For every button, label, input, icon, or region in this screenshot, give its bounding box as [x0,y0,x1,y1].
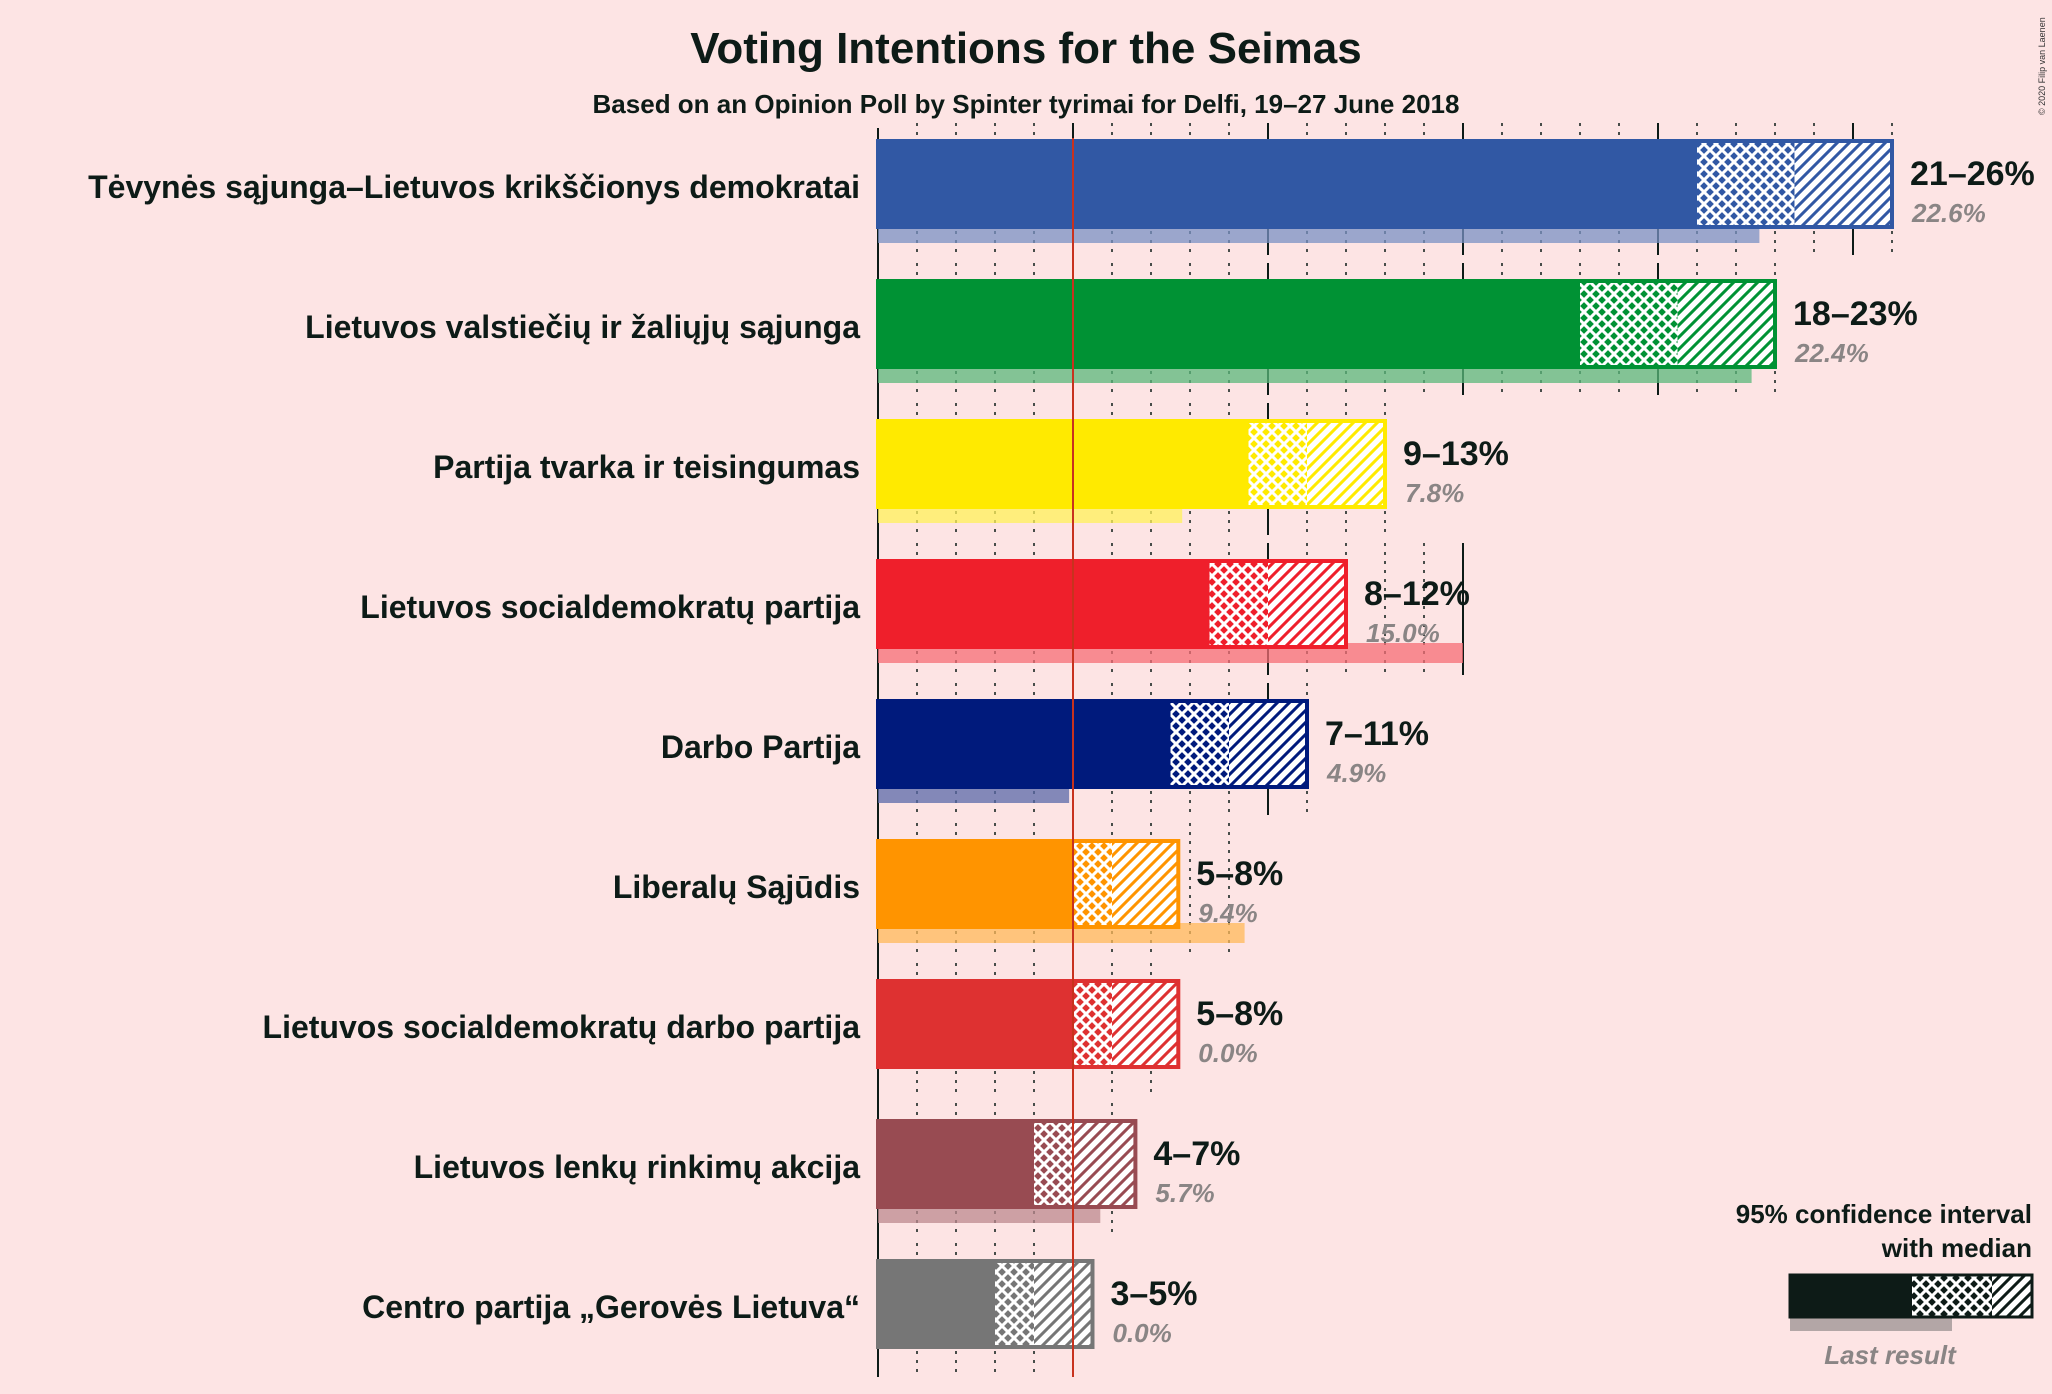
party-name: Partija tvarka ir teisingumas [433,449,860,485]
ci-upper-hatch [1229,701,1307,787]
ci-outline [876,699,1309,789]
last-result-label: 22.4% [1794,338,1869,368]
ci-upper-hatch [1794,141,1892,227]
plot-area: Tėvynės sąjunga–Lietuvos krikščionys dem… [88,123,2035,1377]
range-label: 8–12% [1364,575,1470,613]
ci-upper-hatch [1268,561,1346,647]
legend-hatch-swatch [1992,1275,2032,1317]
legend-crosshatch-swatch [1912,1275,1992,1317]
range-label: 18–23% [1793,295,1918,333]
ci-median-crosshatch [1034,1121,1073,1207]
range-label: 3–5% [1111,1275,1198,1313]
ci-median-crosshatch [995,1261,1034,1347]
last-result-label: 0.0% [1198,1038,1257,1068]
party-row: Lietuvos lenkų rinkimų akcija 4–7% 5.7% [414,1103,1240,1235]
ci-outline [876,1119,1138,1209]
party-row: Liberalų Sąjūdis 5–8% 9.4% [613,823,1283,955]
ci-median-crosshatch [1073,981,1112,1067]
party-row: Tėvynės sąjunga–Lietuvos krikščionys dem… [88,123,2035,255]
party-row: Partija tvarka ir teisingumas 9–13% 7.8% [433,403,1509,535]
party-name: Lietuvos socialdemokratų partija [360,589,860,625]
party-row: Darbo Partija 7–11% 4.9% [661,683,1429,815]
last-result-label: 9.4% [1198,898,1257,928]
last-result-label: 5.7% [1155,1178,1214,1208]
range-label: 5–8% [1196,855,1283,893]
party-name: Centro partija „Gerovės Lietuva“ [362,1289,860,1325]
party-name: Liberalų Sąjūdis [613,869,860,905]
party-row: Centro partija „Gerovės Lietuva“ 3–5% 0.0% [362,1243,1197,1375]
ci-solid-bar [878,1121,1034,1207]
ci-outline [876,559,1348,649]
party-row: Lietuvos valstiečių ir žaliųjų sąjunga 18… [305,263,1918,395]
last-result-label: 7.8% [1405,478,1464,508]
ci-median-crosshatch [1073,841,1112,927]
ci-solid-bar [878,981,1073,1067]
legend-solid-swatch [1790,1275,1912,1317]
ci-solid-bar [878,281,1580,367]
legend-title-line1: 95% confidence interval [1736,1199,2032,1229]
chart-subtitle: Based on an Opinion Poll by Spinter tyri… [593,89,1460,119]
range-label: 21–26% [1910,155,2035,193]
ci-outline [876,979,1181,1069]
ci-outline [876,1259,1095,1349]
ci-upper-hatch [1034,1261,1093,1347]
ci-median-crosshatch [1170,701,1229,787]
ci-solid-bar [878,141,1697,227]
range-label: 5–8% [1196,995,1283,1033]
party-name: Lietuvos valstiečių ir žaliųjų sąjunga [305,309,860,345]
party-name: Lietuvos lenkų rinkimų akcija [414,1149,861,1185]
copyright-notice: © 2020 Filip van Laenen [2037,17,2047,115]
legend-last-result-label: Last result [1824,1340,1957,1370]
ci-solid-bar [878,841,1073,927]
party-row: Lietuvos socialdemokratų darbo partija 5–… [263,963,1283,1095]
range-label: 7–11% [1325,715,1429,753]
ci-median-crosshatch [1209,561,1268,647]
ci-solid-bar [878,561,1210,647]
ci-solid-bar [878,701,1171,787]
ci-upper-hatch [1677,281,1775,367]
party-name: Darbo Partija [661,729,860,765]
last-result-label: 4.9% [1326,758,1386,788]
ci-outline [876,839,1181,929]
range-label: 4–7% [1153,1135,1240,1173]
party-name: Tėvynės sąjunga–Lietuvos krikščionys dem… [88,169,860,205]
legend-outline [1788,1273,2034,1319]
ci-upper-hatch [1112,841,1179,927]
ci-median-crosshatch [1580,281,1678,367]
ci-upper-hatch [1307,421,1385,507]
last-result-label: 22.6% [1911,198,1986,228]
ci-solid-bar [878,1261,995,1347]
ci-upper-hatch [1073,1121,1136,1207]
party-row: Lietuvos socialdemokratų partija 8–12% 15.… [360,543,1470,675]
ci-solid-bar [878,421,1249,507]
ci-outline [876,419,1387,509]
ci-outline [876,279,1777,369]
last-result-label: 15.0% [1366,618,1440,648]
legend-title-line2: with median [1881,1233,2032,1263]
party-name: Lietuvos socialdemokratų darbo partija [263,1009,861,1045]
ci-outline [876,139,1894,229]
range-label: 9–13% [1403,435,1509,473]
chart-title: Voting Intentions for the Seimas [690,24,1361,73]
last-result-label: 0.0% [1113,1318,1172,1348]
ci-median-crosshatch [1248,421,1307,507]
legend: 95% confidence interval with median Last… [1736,1199,2034,1370]
ci-upper-hatch [1112,981,1179,1067]
ci-median-crosshatch [1697,141,1795,227]
